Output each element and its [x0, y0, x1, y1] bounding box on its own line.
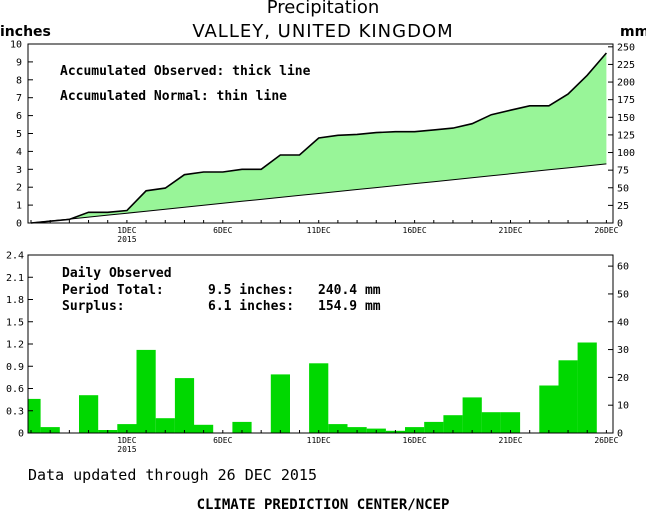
daily-bar [462, 397, 482, 433]
bottom-left-tick-label: 0.6 [6, 384, 24, 395]
bottom-right-tick-label: 40 [617, 317, 629, 328]
top-right-tick-label: 25 [617, 201, 629, 212]
daily-bar [500, 412, 521, 433]
bottom-right-tick-label: 50 [617, 289, 629, 300]
daily-bar [424, 421, 444, 433]
bottom-x-tick-label: 16DEC [403, 436, 427, 445]
bottom-right-tick-label: 30 [617, 345, 629, 356]
top-left-tick-label: 3 [16, 165, 22, 176]
bottom-left-tick-label: 2.1 [6, 273, 24, 284]
chart-title: Precipitation [266, 0, 380, 18]
bottom-right-tick-label: 60 [617, 262, 629, 273]
daily-bar [270, 374, 290, 433]
bottom-x-tick-label: 2015 [117, 445, 136, 454]
credit-line: CLIMATE PREDICTION CENTER/NCEP [196, 497, 450, 513]
daily-bar [79, 395, 99, 433]
top-left-tick-label: 10 [10, 40, 22, 51]
top-right-tick-label: 150 [617, 113, 635, 124]
daily-bar [136, 349, 156, 433]
bottom-right-tick-label: 0 [617, 429, 623, 440]
top-left-tick-label: 0 [16, 219, 22, 230]
accumulated-normal-line [30, 163, 607, 224]
bottom-x-tick-label: 26DEC [594, 436, 618, 445]
bottom-left-tick-label: 0.9 [6, 362, 24, 373]
bottom-x-tick-label: 11DEC [307, 436, 331, 445]
accumulated-observed-line [30, 52, 608, 224]
surplus-mm: 154.9 mm [318, 299, 381, 314]
bottom-x-tick-label: 21DEC [498, 436, 522, 445]
top-left-tick-label: 7 [16, 93, 22, 104]
top-x-tick-label: 16DEC [403, 226, 427, 235]
top-right-tick-label: 175 [617, 95, 635, 106]
chart-subtitle: VALLEY, UNITED KINGDOM [192, 21, 454, 42]
daily-bar [328, 424, 348, 433]
daily-bar [558, 360, 578, 433]
top-x-tick-label: 11DEC [307, 226, 331, 235]
top-left-tick-label: 9 [16, 57, 22, 68]
top-left-tick-label: 2 [16, 183, 22, 194]
top-x-tick-label: 2015 [117, 235, 136, 244]
legend-observed: Accumulated Observed: thick line [60, 64, 311, 79]
top-right-tick-label: 75 [617, 166, 629, 177]
top-x-tick-label: 26DEC [594, 226, 618, 235]
top-right-tick-label: 200 [617, 78, 635, 89]
daily-bar [117, 424, 137, 433]
daily-bar [577, 342, 597, 433]
daily-bar [194, 424, 214, 433]
top-right-tick-label: 125 [617, 130, 635, 141]
daily-bar [539, 385, 559, 433]
legend-normal: Accumulated Normal: thin line [60, 89, 287, 104]
top-x-tick-label: 6DEC [213, 226, 232, 235]
top-right-tick-label: 50 [617, 183, 629, 194]
right-unit-label: mm [620, 24, 646, 40]
top-right-tick-label: 0 [617, 219, 623, 230]
bottom-left-tick-label: 1.8 [6, 295, 24, 306]
top-left-tick-label: 5 [16, 129, 22, 140]
left-unit-label: inches [0, 24, 51, 40]
bottom-left-tick-label: 2.4 [6, 251, 24, 262]
top-right-tick-label: 225 [617, 60, 635, 71]
daily-observed-label: Daily Observed [62, 266, 172, 281]
daily-bar [481, 412, 501, 433]
daily-bar [174, 378, 195, 433]
daily-bar [28, 398, 41, 433]
bottom-x-tick-label: 1DEC [117, 436, 136, 445]
surplus-inches: 6.1 inches: [208, 299, 294, 314]
surplus-label: Surplus: [62, 299, 125, 314]
bottom-right-tick-label: 10 [617, 401, 629, 412]
bottom-left-tick-label: 0.3 [6, 406, 24, 417]
top-x-tick-label: 1DEC [117, 226, 136, 235]
period-total-inches: 9.5 inches: [208, 283, 294, 298]
bottom-right-tick-label: 20 [617, 373, 629, 384]
bottom-left-tick-label: 1.5 [6, 317, 24, 328]
bottom-x-tick-label: 6DEC [213, 436, 232, 445]
top-right-tick-label: 100 [617, 148, 635, 159]
top-left-tick-label: 4 [16, 147, 22, 158]
top-x-tick-label: 21DEC [498, 226, 522, 235]
daily-bar [309, 363, 329, 433]
period-total-label: Period Total: [62, 283, 164, 298]
bottom-left-tick-label: 0 [18, 429, 24, 440]
top-left-tick-label: 8 [16, 75, 22, 86]
data-updated-note: Data updated through 26 DEC 2015 [28, 466, 317, 484]
bottom-left-tick-label: 1.2 [6, 340, 24, 351]
top-right-tick-label: 250 [617, 42, 635, 53]
top-left-tick-label: 6 [16, 111, 22, 122]
daily-bar [155, 418, 175, 433]
daily-bar [232, 421, 252, 433]
daily-bar [443, 415, 463, 433]
period-total-mm: 240.4 mm [318, 283, 381, 298]
top-left-tick-label: 1 [16, 201, 22, 212]
